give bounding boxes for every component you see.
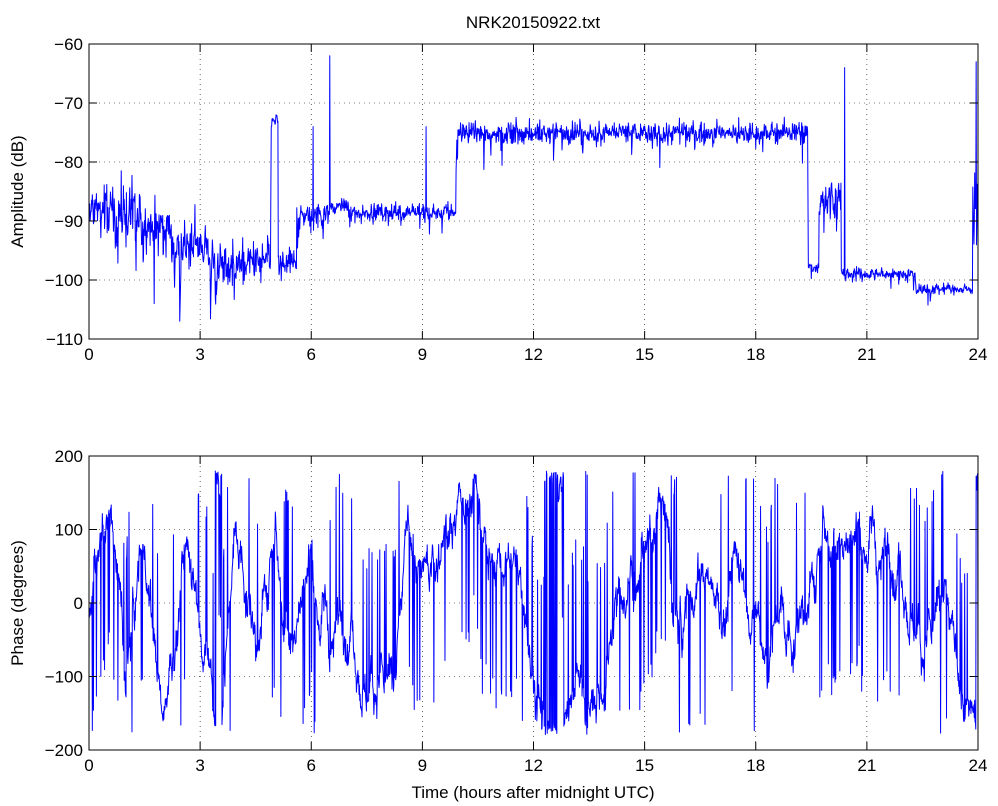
amplitude-x-tick-label: 24 bbox=[969, 345, 988, 364]
amplitude-series-line bbox=[88, 55, 979, 322]
amplitude-x-tick-label: 15 bbox=[635, 345, 654, 364]
amplitude-y-tick-label: −100 bbox=[45, 271, 83, 290]
amplitude-x-tick-label: 9 bbox=[418, 345, 427, 364]
amplitude-grid bbox=[89, 44, 978, 339]
phase-series-line bbox=[88, 470, 979, 736]
phase-y-tick-label: −100 bbox=[45, 668, 83, 687]
phase-x-tick-label: 6 bbox=[307, 756, 316, 775]
phase-ticks: 0 3 6 9 12 15 18 21 24 −200 −100 0 100 200 bbox=[45, 447, 988, 775]
amplitude-x-tick-label: 3 bbox=[195, 345, 204, 364]
phase-y-tick-label: 200 bbox=[55, 447, 83, 466]
phase-x-tick-label: 21 bbox=[857, 756, 876, 775]
amplitude-axes: 0 3 6 9 12 15 18 21 24 −110 −100 −90 −80 −70 −60 NRK20… bbox=[8, 13, 987, 364]
phase-series bbox=[88, 470, 979, 736]
phase-x-tick-label: 0 bbox=[84, 756, 93, 775]
amplitude-x-tick-label: 12 bbox=[524, 345, 543, 364]
phase-x-tick-label: 12 bbox=[524, 756, 543, 775]
amplitude-series bbox=[88, 55, 979, 322]
phase-x-tick-label: 3 bbox=[195, 756, 204, 775]
phase-y-tick-label: 100 bbox=[55, 521, 83, 540]
amplitude-y-tick-label: −110 bbox=[46, 330, 83, 349]
phase-x-tick-label: 24 bbox=[969, 756, 988, 775]
amplitude-y-tick-label: −60 bbox=[54, 35, 83, 54]
phase-x-tick-label: 18 bbox=[746, 756, 765, 775]
amplitude-x-tick-label: 21 bbox=[857, 345, 876, 364]
phase-y-tick-label: −200 bbox=[45, 741, 83, 760]
amplitude-x-tick-label: 6 bbox=[307, 345, 316, 364]
phase-x-axis-label: Time (hours after midnight UTC) bbox=[411, 783, 654, 802]
amplitude-x-tick-label: 0 bbox=[84, 345, 93, 364]
amplitude-y-tick-label: −70 bbox=[54, 94, 83, 113]
phase-y-axis-label: Phase (degrees) bbox=[8, 540, 27, 666]
phase-x-tick-label: 9 bbox=[418, 756, 427, 775]
amplitude-y-tick-label: −80 bbox=[54, 153, 83, 172]
phase-x-tick-label: 15 bbox=[635, 756, 654, 775]
phase-grid bbox=[89, 456, 978, 750]
amplitude-y-axis-label: Amplitude (dB) bbox=[8, 135, 27, 247]
amplitude-x-tick-label: 18 bbox=[746, 345, 765, 364]
phase-y-tick-label: 0 bbox=[74, 594, 83, 613]
amplitude-y-tick-label: −90 bbox=[54, 212, 83, 231]
phase-axes: 0 3 6 9 12 15 18 21 24 −200 −100 0 100 200 Time (hour… bbox=[8, 447, 987, 802]
amplitude-ticks: 0 3 6 9 12 15 18 21 24 −110 −100 −90 −80 −70 −60 bbox=[45, 35, 988, 364]
amplitude-chart-title: NRK20150922.txt bbox=[466, 13, 600, 32]
